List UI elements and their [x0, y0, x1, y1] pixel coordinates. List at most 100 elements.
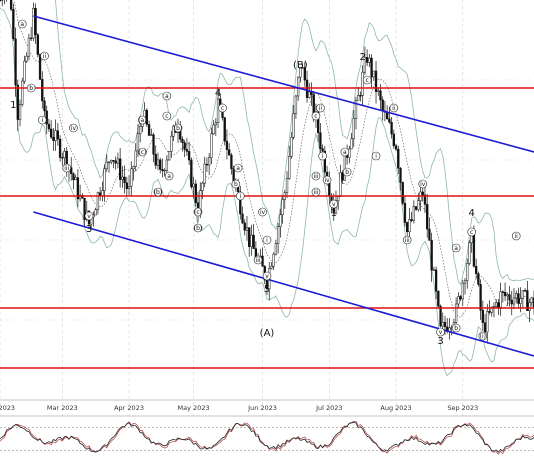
candle-body	[156, 159, 160, 166]
candle-body	[317, 111, 320, 133]
circled-wave-label: iv	[69, 123, 78, 133]
candle-body	[454, 303, 458, 323]
circled-wave-label: (a)	[138, 115, 147, 125]
candle-body	[272, 253, 275, 267]
wave-label-circle	[418, 179, 428, 189]
candle-body	[30, 37, 33, 40]
candle-body	[96, 192, 100, 210]
candle-body	[147, 124, 151, 136]
candle-body	[72, 173, 75, 181]
wave-label-circle	[162, 91, 172, 101]
wave-label-circle	[329, 199, 339, 209]
candle-body	[94, 209, 97, 216]
circled-wave-label: i	[371, 151, 381, 161]
candle-body	[303, 67, 306, 81]
candle-body	[434, 269, 438, 292]
lower-band	[0, 7, 534, 377]
candle-body	[63, 151, 66, 158]
circled-wave-label: a	[17, 19, 27, 29]
candle-body	[116, 158, 120, 164]
candle-body	[16, 84, 19, 120]
candle-body	[74, 177, 77, 181]
candle-body	[403, 203, 407, 223]
candle-body	[463, 280, 467, 284]
x-tick-label: Jul 2023	[315, 404, 342, 412]
candle-body	[145, 109, 148, 125]
candle-body	[154, 153, 157, 166]
candle-body	[208, 157, 211, 166]
candle-body	[214, 122, 217, 126]
wave-label-text: (b)	[194, 225, 203, 232]
wave-label: (A)	[260, 328, 275, 339]
circled-wave-label: i	[236, 191, 245, 201]
wave-label-text: b	[454, 325, 458, 332]
wave-label-text: a	[20, 21, 24, 28]
candle-body	[379, 90, 382, 101]
candle-body	[114, 160, 117, 164]
candle-body	[150, 134, 153, 136]
wave-label-circle	[342, 167, 352, 177]
wave-label-circle	[511, 231, 521, 241]
wave-label-circle	[218, 103, 227, 113]
candle-body	[394, 145, 398, 150]
candle-body	[274, 243, 278, 255]
candle-body	[365, 57, 369, 63]
candle-body	[521, 290, 525, 299]
candle-body	[399, 168, 402, 183]
wave-label-circle	[402, 235, 412, 245]
elliott-wave-labels: (0)2134(B)215(A)34abiiiiiiivvac(a)(c)(b)…	[10, 0, 521, 347]
candle-body	[34, 8, 37, 35]
circled-wave-label: (b)	[173, 123, 183, 133]
candle-body	[159, 159, 162, 170]
circled-wave-label: iii	[253, 255, 263, 265]
candle-body	[337, 196, 340, 201]
candle-body	[299, 68, 302, 78]
candle-body	[288, 155, 291, 179]
candle-body	[123, 176, 126, 184]
candle-body	[443, 321, 447, 328]
candle-body	[515, 293, 518, 299]
x-tick-label: Mar 2023	[47, 404, 78, 412]
candle-body	[201, 182, 204, 191]
wave-label-text: c	[221, 105, 224, 112]
wave-label-text: ii	[319, 105, 323, 112]
wave-label-circle	[451, 243, 461, 253]
wave-label-text: (i)	[480, 333, 486, 340]
trend-channel	[33, 15, 534, 357]
circled-wave-label: (c)	[193, 207, 203, 217]
candle-body	[392, 133, 395, 146]
candle-body	[430, 240, 433, 271]
wave-label-text: iv	[260, 209, 266, 216]
wave-label: 3	[86, 224, 92, 235]
circled-wave-label: iii	[311, 187, 321, 197]
wave-label-circle	[258, 207, 267, 217]
candle-body	[486, 311, 489, 333]
candle-body	[167, 151, 171, 161]
candle-body	[161, 169, 164, 171]
wave-label: (B)	[293, 60, 308, 71]
candle-body	[339, 172, 342, 197]
candle-body	[152, 134, 155, 155]
wave-label-circle	[164, 171, 174, 181]
candle-body	[506, 294, 509, 297]
candle-body	[45, 110, 48, 125]
candle-body	[401, 182, 404, 204]
candle-body	[388, 118, 391, 123]
candle-body	[245, 227, 249, 231]
wave-label-text: c	[314, 113, 317, 120]
candle-body	[190, 159, 193, 188]
candle-body	[212, 124, 215, 135]
candle-body	[319, 132, 322, 149]
candle-body	[397, 148, 400, 169]
candle-body	[292, 113, 295, 138]
candle-body	[501, 291, 505, 293]
candle-body	[530, 297, 533, 303]
candle-body	[408, 219, 411, 233]
wave-label-text: a	[165, 93, 169, 100]
candle-body	[0, 0, 2, 2]
circled-wave-label: c	[311, 111, 321, 121]
wave-label-circle	[262, 235, 272, 245]
wave-label: 1	[10, 100, 16, 111]
candle-body	[481, 309, 484, 323]
wave-label-text: b	[345, 169, 349, 176]
